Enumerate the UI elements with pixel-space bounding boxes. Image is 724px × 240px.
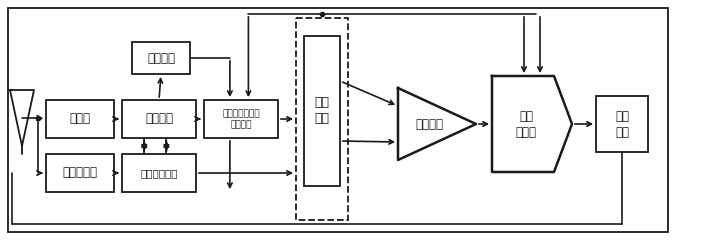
Bar (122, 100, 196, 138)
Text: 反向
散射: 反向 散射 (615, 109, 629, 138)
Bar (296, 18, 348, 220)
Text: 上电复位: 上电复位 (147, 52, 175, 65)
Text: 基于无线供电的
时钟产生: 基于无线供电的 时钟产生 (222, 109, 260, 129)
Text: 驱动模块: 驱动模块 (415, 118, 443, 131)
Text: 片上振荡器: 片上振荡器 (62, 167, 98, 180)
Text: 数字控制逻辑: 数字控制逻辑 (140, 168, 178, 178)
Bar (122, 154, 196, 192)
Bar (596, 96, 648, 152)
Bar (132, 42, 190, 74)
Text: 微槽
单元: 微槽 单元 (314, 96, 329, 126)
Text: 模数
转换器: 模数 转换器 (515, 109, 536, 138)
Bar (46, 100, 114, 138)
Bar (304, 36, 340, 186)
Bar (204, 100, 278, 138)
Bar (46, 154, 114, 192)
Text: 电源管理: 电源管理 (145, 113, 173, 126)
Text: 整流器: 整流器 (70, 113, 90, 126)
